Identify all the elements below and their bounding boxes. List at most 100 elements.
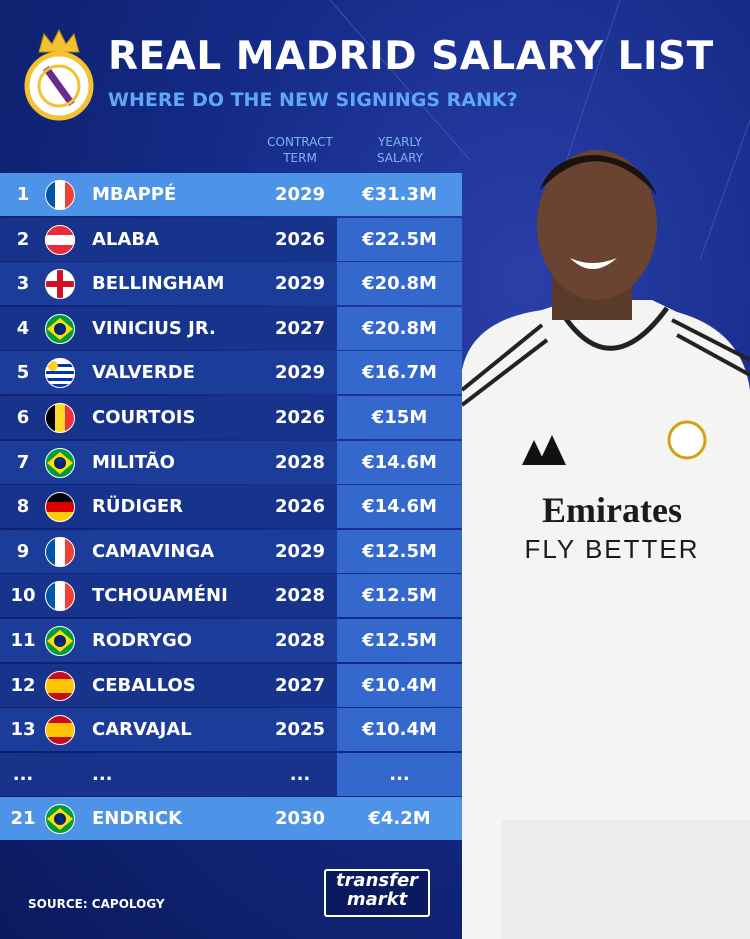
salary-cell-bg	[337, 396, 462, 439]
salary-cell-bg	[337, 619, 462, 662]
rank: 2	[16, 228, 30, 250]
flag	[45, 447, 75, 478]
flag	[45, 269, 75, 300]
table-row: 8 RÜDIGER 2026 €14.6M	[0, 485, 462, 529]
salary-cell-bg	[337, 752, 462, 796]
player-name: RODRYGO	[92, 630, 193, 651]
yearly-salary: €20.8M	[362, 273, 437, 295]
flag	[45, 581, 75, 612]
yearly-salary: €14.6M	[362, 451, 437, 473]
player-name: MBAPPÉ	[92, 184, 177, 205]
rank: 6	[16, 407, 30, 428]
contract-term: ...	[289, 763, 311, 785]
salary-cell-bg	[337, 217, 462, 261]
contract-term: 2026	[274, 407, 326, 428]
club-crest	[24, 28, 94, 121]
contract-term: 2025	[274, 719, 326, 741]
yearly-salary: €31.3M	[362, 184, 437, 205]
yearly-salary: €10.4M	[362, 719, 437, 741]
yearly-salary: €12.5M	[362, 630, 437, 651]
yearly-salary: €12.5M	[362, 585, 437, 607]
flag	[45, 536, 75, 567]
contract-term: 2027	[274, 674, 326, 696]
yearly-salary: €14.6M	[362, 496, 437, 518]
salary-cell-bg	[337, 351, 462, 395]
contract-term: 2030	[274, 808, 326, 830]
table-row: 11 RODRYGO 2028 €12.5M	[0, 619, 462, 662]
yearly-salary: ...	[389, 763, 410, 785]
jersey-sponsor: Emirates	[542, 490, 682, 530]
salary-cell-bg	[337, 529, 462, 573]
flag	[45, 492, 75, 523]
yearly-salary: €10.4M	[362, 674, 437, 696]
salary-cell-bg	[337, 440, 462, 484]
table-row: 13 CARVAJAL 2025 €10.4M	[0, 708, 462, 752]
contract-term: 2026	[274, 496, 326, 518]
player-name: ENDRICK	[92, 808, 183, 830]
rank: 9	[16, 540, 30, 562]
rank: 8	[16, 496, 30, 518]
rank: 21	[10, 808, 36, 830]
contract-term: 2029	[274, 540, 326, 562]
player-name: CARVAJAL	[92, 719, 192, 741]
flag	[45, 313, 75, 344]
table-row: 1 MBAPPÉ 2029 €31.3M	[0, 173, 462, 216]
player-name: CEBALLOS	[92, 674, 196, 696]
table-row: 10 TCHOUAMÉNI 2028 €12.5M	[0, 574, 462, 618]
player-name: VINICIUS JR.	[92, 317, 216, 339]
player-name: MILITÃO	[92, 451, 175, 473]
yearly-salary: €20.8M	[362, 317, 437, 339]
flag	[45, 403, 75, 433]
subtitle: WHERE DO THE NEW SIGNINGS RANK?	[108, 89, 518, 111]
yearly-salary: €15M	[371, 407, 428, 428]
salary-cell-bg	[337, 708, 462, 752]
flag	[45, 804, 75, 835]
player-name: ...	[92, 763, 113, 785]
logo-line: transfer	[335, 870, 419, 891]
salary-cell-bg	[337, 485, 462, 529]
table-row: 2 ALABA 2026 €22.5M	[0, 217, 462, 261]
contract-term: 2029	[274, 184, 326, 205]
table-row: 21 ENDRICK 2030 €4.2M	[0, 797, 462, 841]
player-photo: Emirates FLY BETTER	[462, 150, 750, 939]
title: REAL MADRID SALARY LIST	[108, 34, 714, 79]
contract-term: 2028	[274, 630, 326, 651]
salary-cell-bg	[337, 262, 462, 306]
player-name: ALABA	[92, 228, 159, 250]
contract-term: 2029	[274, 362, 326, 384]
salary-cell-bg	[337, 574, 462, 618]
yearly-salary: €16.7M	[362, 362, 437, 384]
rank: 11	[10, 630, 36, 651]
source: SOURCE: CAPOLOGY	[28, 897, 165, 911]
logo-line: markt	[346, 889, 408, 910]
contract-term: 2027	[274, 317, 326, 339]
contract-term: 2029	[274, 273, 326, 295]
player-name: COURTOIS	[92, 407, 196, 428]
table-row: 5 VALVERDE 2029 €16.7M	[0, 351, 462, 395]
flag	[45, 715, 75, 746]
contract-term: 2028	[274, 585, 326, 607]
player-name: RÜDIGER	[92, 496, 184, 518]
flag	[45, 180, 75, 210]
rank: 3	[16, 273, 30, 295]
player-name: CAMAVINGA	[92, 540, 215, 562]
column-header: YEARLY SALARY	[376, 135, 424, 165]
table-row: ............	[0, 752, 462, 796]
player-name: TCHOUAMÉNI	[92, 585, 228, 607]
rank: 4	[16, 317, 30, 339]
table-row: 12 CEBALLOS 2027 €10.4M	[0, 663, 462, 707]
rank: 10	[10, 585, 36, 607]
table-row: 9 CAMAVINGA 2029 €12.5M	[0, 529, 462, 573]
flag	[45, 224, 75, 255]
rank: 7	[16, 451, 30, 473]
player-name: BELLINGHAM	[92, 273, 225, 295]
rank: 1	[16, 184, 30, 205]
jersey-slogan: FLY BETTER	[524, 534, 699, 564]
yearly-salary: €12.5M	[362, 540, 437, 562]
column-header: CONTRACT TERM	[267, 135, 333, 165]
yearly-salary: €4.2M	[368, 808, 431, 830]
contract-term: 2028	[274, 451, 326, 473]
salary-cell-bg	[337, 306, 462, 350]
